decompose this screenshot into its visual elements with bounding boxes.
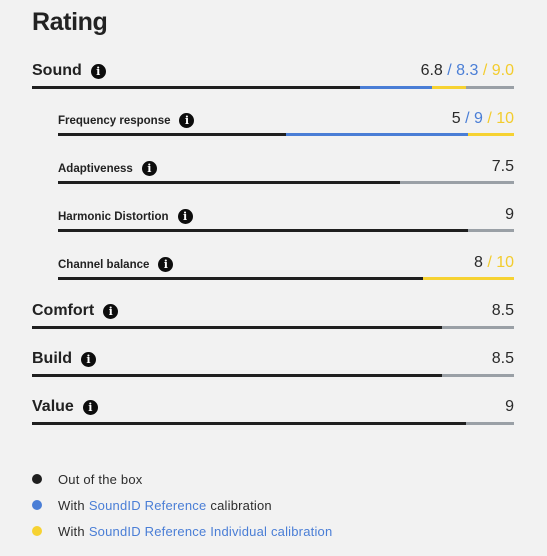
legend-item-reference: With SoundID Reference calibration: [32, 492, 336, 518]
legend-dot-reference: [32, 500, 42, 510]
bar-segment-ootb: [58, 277, 423, 280]
info-icon[interactable]: i: [158, 257, 174, 272]
rating-label: Sound i: [32, 62, 106, 80]
bar-segment-reference: [359, 86, 433, 89]
rating-label: Adaptiveness i: [58, 161, 157, 176]
rating-scores: 7.5: [492, 158, 514, 176]
score-ootb: 6.8: [420, 62, 443, 79]
rating-bar: [58, 277, 514, 280]
rating-label: Harmonic Distortion i: [58, 209, 193, 224]
rating-label-text: Harmonic Distortion: [58, 210, 169, 223]
rating-scores: 9: [505, 398, 514, 416]
rating-bar: [32, 86, 514, 89]
legend-item-individual: With SoundID Reference Individual calibr…: [32, 518, 336, 544]
bar-segment-individual: [432, 86, 466, 89]
rating-scores: 8.5: [492, 302, 514, 320]
bar-segment-ootb: [58, 229, 469, 232]
legend-prefix-individual: With: [58, 523, 85, 539]
bar-segment-ootb: [32, 86, 360, 89]
bar-segment-ootb: [58, 181, 400, 184]
score-reference: / 8.3: [447, 62, 479, 79]
rating-bar: [58, 229, 514, 232]
info-icon[interactable]: i: [90, 63, 106, 79]
score-individual: / 10: [487, 254, 514, 271]
score-ootb: 8.5: [491, 350, 514, 367]
legend-dot-ootb: [32, 474, 42, 484]
rating-label-text: Comfort: [32, 302, 95, 319]
score-individual: / 10: [487, 110, 514, 127]
page-title: Rating: [32, 8, 108, 36]
bar-segment-individual: [468, 133, 514, 136]
legend: Out of the box With SoundID Reference ca…: [32, 466, 336, 544]
rating-label-text: Adaptiveness: [58, 162, 133, 175]
info-icon[interactable]: i: [179, 113, 195, 128]
info-icon[interactable]: i: [177, 209, 193, 224]
bar-segment-individual: [422, 277, 514, 280]
legend-suffix-reference: calibration: [210, 497, 272, 513]
score-ootb: 8: [473, 254, 483, 271]
legend-item-ootb: Out of the box: [32, 466, 336, 492]
rating-label: Channel balance i: [58, 257, 174, 272]
legend-dot-individual: [32, 526, 42, 536]
score-ootb: 8.5: [491, 302, 514, 319]
info-icon[interactable]: i: [103, 303, 119, 319]
bar-segment-ootb: [32, 326, 442, 329]
soundid-reference-link[interactable]: SoundID Reference: [88, 497, 207, 513]
rating-label-text: Frequency response: [58, 114, 171, 127]
rating-label-text: Value: [32, 398, 74, 415]
soundid-individual-link[interactable]: SoundID Reference Individual calibration: [88, 523, 333, 539]
rating-scores: 5 / 9 / 10: [452, 110, 514, 128]
rating-label: Build i: [32, 350, 96, 368]
rating-scores: 9: [505, 206, 514, 224]
rating-scores: 8.5: [492, 350, 514, 368]
rating-label-text: Build: [32, 350, 72, 367]
rating-bar: [58, 181, 514, 184]
score-reference: / 9: [465, 110, 483, 127]
rating-label: Value i: [32, 398, 98, 416]
score-individual: / 9.0: [482, 62, 514, 79]
rating-scores: 8 / 10: [474, 254, 514, 272]
rating-bar: [58, 133, 514, 136]
legend-prefix-reference: With: [58, 497, 85, 513]
rating-bar: [32, 374, 514, 377]
info-icon[interactable]: i: [81, 351, 96, 367]
score-ootb: 9: [505, 398, 514, 415]
score-ootb: 7.5: [491, 158, 514, 175]
info-icon[interactable]: i: [141, 161, 157, 176]
rating-label: Frequency response i: [58, 113, 195, 128]
bar-segment-reference: [286, 133, 469, 136]
bar-segment-ootb: [58, 133, 286, 136]
score-ootb: 5: [451, 110, 461, 127]
score-ootb: 9: [505, 206, 514, 223]
rating-label-text: Sound: [32, 62, 82, 79]
bar-segment-ootb: [32, 374, 442, 377]
info-icon[interactable]: i: [82, 399, 98, 415]
rating-label-text: Channel balance: [58, 258, 150, 271]
rating-label: Comfort i: [32, 302, 119, 320]
legend-label-ootb: Out of the box: [58, 471, 143, 487]
rating-bar: [32, 326, 514, 329]
rating-scores: 6.8 / 8.3 / 9.0: [421, 62, 514, 80]
rating-bar: [32, 422, 514, 425]
bar-segment-ootb: [32, 422, 466, 425]
